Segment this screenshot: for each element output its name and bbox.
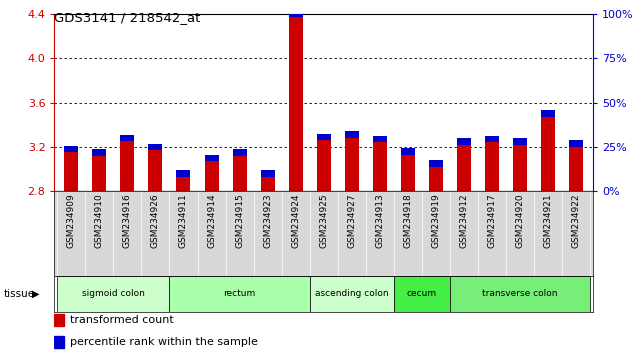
Text: GSM234918: GSM234918 [403, 194, 412, 249]
Bar [64, 146, 78, 153]
Bar [541, 110, 555, 117]
Text: GSM234909: GSM234909 [67, 194, 76, 249]
Text: cecum: cecum [407, 289, 437, 298]
Bar [121, 135, 135, 141]
Bar [457, 138, 471, 145]
Bar [569, 140, 583, 147]
Bar [176, 177, 190, 191]
Text: GSM234920: GSM234920 [515, 194, 524, 249]
Text: transverse colon: transverse colon [482, 289, 558, 298]
Bar [204, 161, 219, 191]
Text: GDS3141 / 218542_at: GDS3141 / 218542_at [54, 11, 201, 24]
Text: GSM234915: GSM234915 [235, 194, 244, 249]
Text: GSM234914: GSM234914 [207, 194, 216, 249]
Bar [345, 138, 359, 191]
Bar [54, 314, 64, 326]
Bar [261, 170, 274, 177]
Bar [204, 155, 219, 161]
Bar [317, 140, 331, 191]
Text: tissue: tissue [3, 289, 35, 299]
Bar [169, 276, 310, 312]
Text: ascending colon: ascending colon [315, 289, 388, 298]
Bar [429, 167, 443, 191]
Bar [513, 138, 527, 145]
Text: ▶: ▶ [32, 289, 40, 299]
Text: GSM234922: GSM234922 [572, 194, 581, 248]
Bar [54, 336, 64, 348]
Bar [373, 142, 387, 191]
Bar [401, 155, 415, 191]
Text: GSM234925: GSM234925 [319, 194, 328, 249]
Text: GSM234927: GSM234927 [347, 194, 356, 249]
Bar [92, 149, 106, 156]
Bar [450, 276, 590, 312]
Bar [310, 276, 394, 312]
Bar [373, 136, 387, 142]
Text: percentile rank within the sample: percentile rank within the sample [70, 337, 258, 347]
Bar [541, 117, 555, 191]
Text: GSM234912: GSM234912 [460, 194, 469, 249]
Bar [121, 141, 135, 191]
Bar [233, 149, 247, 156]
Bar [57, 276, 169, 312]
Bar [457, 145, 471, 191]
Bar [485, 142, 499, 191]
Text: GSM234911: GSM234911 [179, 194, 188, 249]
Bar [176, 170, 190, 177]
Text: GSM234919: GSM234919 [431, 194, 440, 249]
Bar [288, 11, 303, 17]
Text: GSM234921: GSM234921 [544, 194, 553, 249]
Bar [288, 17, 303, 191]
Bar [429, 160, 443, 167]
Bar [569, 147, 583, 191]
Text: GSM234924: GSM234924 [291, 194, 300, 248]
Text: GSM234923: GSM234923 [263, 194, 272, 249]
Text: GSM234926: GSM234926 [151, 194, 160, 249]
Text: rectum: rectum [224, 289, 256, 298]
Bar [92, 156, 106, 191]
Text: GSM234916: GSM234916 [123, 194, 132, 249]
Bar [233, 156, 247, 191]
Bar [485, 136, 499, 142]
Bar [317, 133, 331, 140]
Bar [64, 153, 78, 191]
Bar [261, 177, 274, 191]
Bar [401, 148, 415, 155]
Bar [345, 131, 359, 138]
Text: GSM234910: GSM234910 [95, 194, 104, 249]
Text: GSM234917: GSM234917 [487, 194, 497, 249]
Text: sigmoid colon: sigmoid colon [82, 289, 145, 298]
Bar [513, 145, 527, 191]
Bar [394, 276, 450, 312]
Text: transformed count: transformed count [70, 315, 173, 325]
Bar [149, 144, 162, 150]
Bar [149, 150, 162, 191]
Text: GSM234913: GSM234913 [375, 194, 385, 249]
